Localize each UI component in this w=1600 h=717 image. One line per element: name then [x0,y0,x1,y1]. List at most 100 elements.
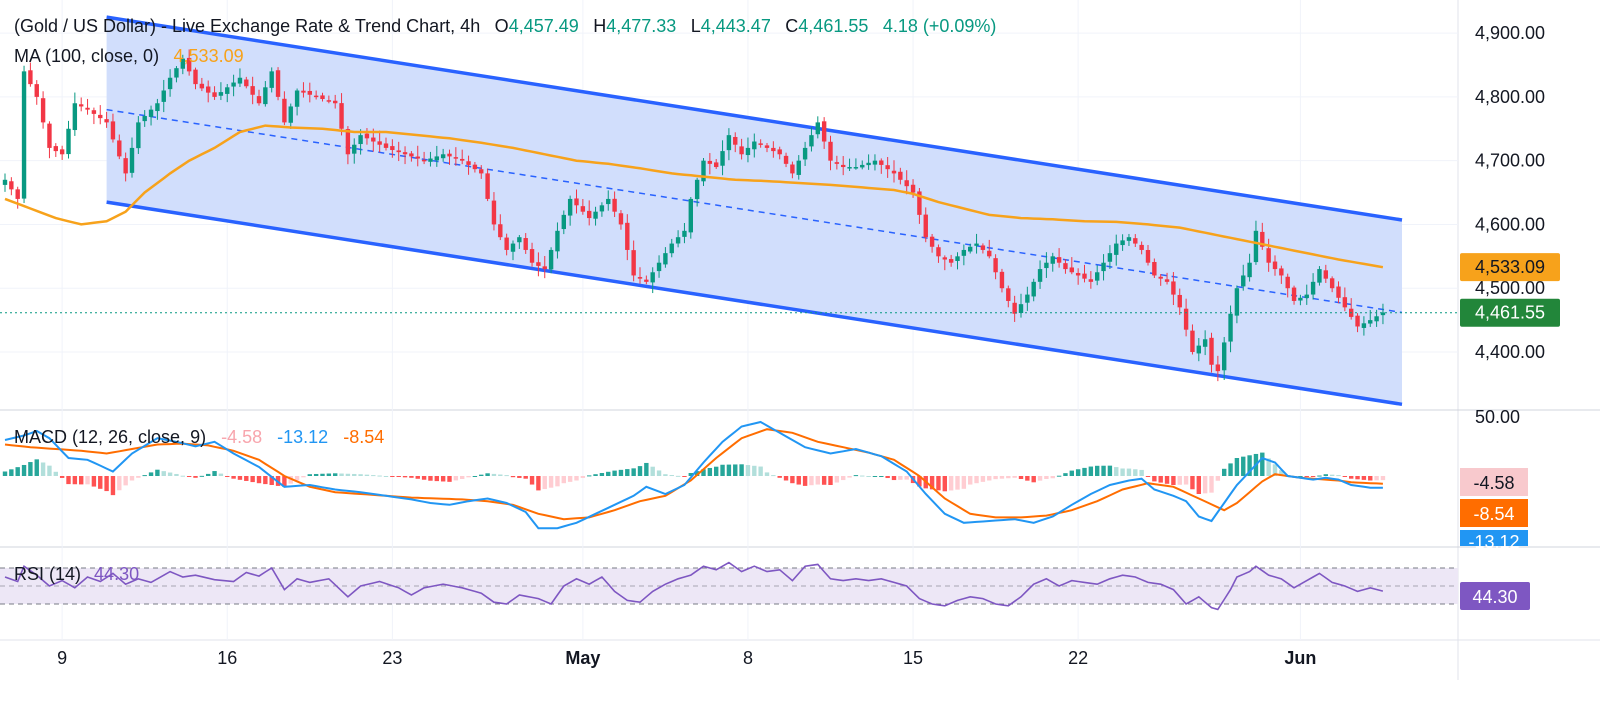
candle-body[interactable] [34,84,39,97]
candle-body[interactable] [1158,276,1163,279]
candle-body[interactable] [923,214,928,238]
candle-body[interactable] [453,157,459,159]
candle-body[interactable] [358,135,363,145]
candle-body[interactable] [396,150,401,153]
candle-body[interactable] [155,103,160,112]
candle-body[interactable] [148,109,154,117]
candle-body[interactable] [1361,323,1367,328]
candle-body[interactable] [1037,269,1043,282]
candle-body[interactable] [282,98,287,123]
candle-body[interactable] [1177,294,1182,308]
candle-body[interactable] [891,170,897,174]
candle-body[interactable] [1336,286,1341,298]
candle-body[interactable] [739,146,744,155]
candle-body[interactable] [587,210,592,219]
candle-body[interactable] [828,141,833,161]
candle-body[interactable] [809,135,814,147]
candle-body[interactable] [1317,269,1322,283]
time-axis[interactable]: 9 16 23 May 8 15 22 Jun [57,648,1316,668]
candle-body[interactable] [561,214,566,230]
macd-histogram[interactable] [2,452,1386,496]
candle-body[interactable] [237,77,243,84]
candle-body[interactable] [72,103,78,131]
candle-body[interactable] [955,256,960,261]
candle-body[interactable] [1234,288,1240,316]
candle-body[interactable] [948,259,954,263]
candle-body[interactable] [472,164,478,170]
candle-body[interactable] [910,184,916,193]
candle-body[interactable] [377,141,382,145]
candle-body[interactable] [1133,238,1138,244]
candle-body[interactable] [313,95,319,98]
candle-body[interactable] [669,243,674,254]
candle-body[interactable] [66,128,71,155]
candle-body[interactable] [479,169,484,174]
candle-body[interactable] [675,237,681,244]
candle-body[interactable] [364,133,370,139]
candle-body[interactable] [1012,302,1017,314]
candle-body[interactable] [688,198,693,233]
candle-body[interactable] [485,173,490,199]
candle-body[interactable] [847,167,852,169]
candle-body[interactable] [1329,278,1335,289]
candle-body[interactable] [1228,313,1233,342]
candle-body[interactable] [256,96,262,104]
candle-body[interactable] [212,92,217,97]
channel-lower-line[interactable] [106,200,1403,407]
candle-body[interactable] [783,155,789,164]
candle-body[interactable] [491,200,497,225]
candle-body[interactable] [745,147,751,156]
candle-body[interactable] [504,237,509,250]
candle-body[interactable] [1202,339,1208,347]
candle-body[interactable] [1114,243,1119,255]
candle-body[interactable] [694,179,700,200]
candle-body[interactable] [707,160,713,164]
candle-body[interactable] [199,83,205,89]
candle-body[interactable] [929,236,935,247]
candle-body[interactable] [225,87,230,94]
candle-body[interactable] [1368,320,1373,324]
candle-body[interactable] [434,156,439,161]
candle-body[interactable] [123,158,128,174]
candle-body[interactable] [1088,279,1094,282]
candle-body[interactable] [879,160,884,165]
candle-body[interactable] [269,71,274,88]
rsi-legend-label[interactable]: RSI (14) [14,564,81,584]
candle-body[interactable] [1247,262,1252,278]
candle-body[interactable] [85,107,90,110]
candle-body[interactable] [1095,272,1100,281]
candle-body[interactable] [777,149,782,155]
rsi-legend[interactable]: RSI (14) 44.30 [14,564,139,584]
candle-body[interactable] [853,167,859,169]
candle-body[interactable] [555,230,560,252]
symbol-legend[interactable]: (Gold / US Dollar) - Live Exchange Rate … [14,16,996,36]
candle-body[interactable] [1145,249,1151,263]
candle-body[interactable] [1101,262,1106,272]
candle-body[interactable] [650,272,655,283]
candle-body[interactable] [968,246,973,252]
macd-legend[interactable]: MACD (12, 26, close, 9) -4.58 -13.12 -8.… [14,427,384,447]
candle-body[interactable] [428,158,433,162]
candle-body[interactable] [326,100,332,102]
candle-body[interactable] [510,243,516,252]
candle-body[interactable] [1355,315,1360,327]
candle-body[interactable] [447,153,452,157]
channel-mid-line[interactable] [106,108,1403,314]
candle-body[interactable] [1082,273,1087,279]
candle-body[interactable] [1304,294,1309,299]
candle-body[interactable] [771,147,776,152]
candle-body[interactable] [193,69,198,85]
candle-body[interactable] [656,262,662,272]
candle-body[interactable] [1323,270,1328,279]
candle-body[interactable] [1215,364,1221,372]
candle-body[interactable] [1069,267,1074,273]
candle-body[interactable] [993,258,998,273]
candle-body[interactable] [339,103,344,129]
candle-body[interactable] [167,77,173,90]
candle-body[interactable] [288,106,293,123]
candle-body[interactable] [618,213,624,225]
candle-body[interactable] [701,160,706,182]
candle-body[interactable] [460,158,465,161]
candle-body[interactable] [631,250,636,276]
